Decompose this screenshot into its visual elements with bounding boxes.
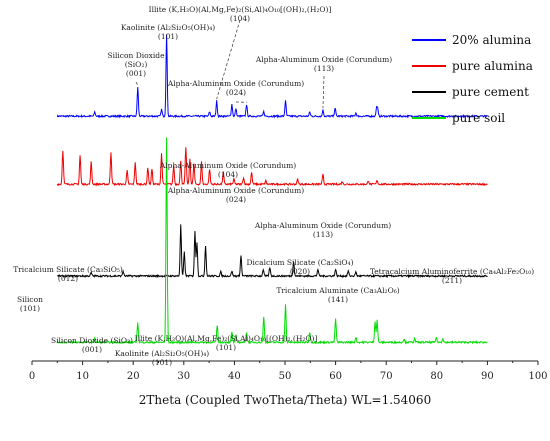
annotation-label: Alpha-Aluminum Oxide (Corundum) (113) [254, 221, 391, 239]
annotation-label: Kaolinite (Al₂Si₂O₅(OH)₄) (101) [121, 23, 215, 41]
x-tick-label: 20 [127, 371, 140, 382]
annotation-line: (101) [158, 32, 178, 41]
peak-annotation: Kaolinite (Al₂Si₂O₅(OH)₄) (101) [115, 349, 209, 367]
annotation-line: Tricalcium Silicate (Ca₃SiO₅) [13, 265, 123, 274]
x-tick-label: 0 [29, 371, 35, 382]
annotation-line: Silicon Dioxide (SiO₂) [51, 336, 133, 345]
annotation-line: (113) [313, 230, 333, 239]
peak-annotation: Dicalcium Silicate (Ca₂SiO₄) (020) [246, 258, 353, 276]
legend-label: 20% alumina [452, 33, 531, 47]
series-line-pure-alumina [56, 147, 488, 187]
annotation-label: Illite (K,H₃O)(Al,Mg,Fe)₂(Si,Al)₄O₁₀[(OH… [135, 334, 318, 352]
peak-annotation: Tricalcium Aluminate (Ca₃Al₂O₆) (141) [276, 286, 399, 304]
annotation-line: (101) [216, 343, 236, 352]
annotation-line: Alpha-Aluminum Oxide (Corundum) [159, 161, 296, 170]
peak-annotation: Alpha-Aluminum Oxide (Corundum) (024) [167, 79, 304, 103]
x-axis-ticks: 0 10 20 30 40 50 60 70 80 90 100 [29, 361, 548, 382]
annotation-line: Illite (K,H₃O)(Al,Mg,Fe)₂(Si,Al)₄O₁₀[(OH… [135, 334, 318, 343]
annotation-line: Tricalcium Aluminate (Ca₃Al₂O₆) [276, 286, 399, 295]
peak-annotation: Illite (K,H₃O)(Al,Mg,Fe)₂(Si,Al)₄O₁₀[(OH… [149, 5, 332, 99]
legend-item-20-alumina: 20% alumina [412, 33, 531, 47]
annotation-line: Illite (K,H₃O)(Al,Mg,Fe)₂(Si,Al)₄O₁₀[(OH… [149, 5, 332, 14]
series-line-pure-soil [57, 137, 488, 345]
annotation-line: Alpha-Aluminum Oxide (Corundum) [167, 79, 304, 88]
annotation-label: Alpha-Aluminum Oxide (Corundum) (024) [167, 79, 304, 97]
annotation-line: (104) [218, 170, 238, 179]
annotation-label: Alpha-Aluminum Oxide (Corundum) (024) [167, 186, 304, 204]
annotation-label: Silicon (101) [17, 295, 43, 313]
annotation-line: Silicon Dioxide [107, 51, 165, 60]
annotation-label: Tricalcium Aluminate (Ca₃Al₂O₆) (141) [276, 286, 399, 304]
annotation-label: Illite (K,H₃O)(Al,Mg,Fe)₂(Si,Al)₄O₁₀[(OH… [149, 5, 332, 23]
peak-annotation: Alpha-Aluminum Oxide (Corundum) (113) [255, 55, 392, 109]
annotation-line: (141) [328, 295, 348, 304]
annotation-line: (020) [290, 267, 310, 276]
x-tick-label: 90 [481, 371, 494, 382]
peak-annotation: Tetracalcium Aluminoferrite (Ca₄Al₂Fe₂O₁… [370, 267, 534, 285]
annotation-line: (024) [226, 195, 246, 204]
peak-annotation: Silicon Dioxide (SiO₂) (001) [107, 51, 165, 86]
annotation-line: (101) [20, 304, 40, 313]
annotation-line: (SiO₂) [125, 60, 148, 69]
annotation-line: (113) [314, 64, 334, 73]
peak-annotations: Illite (K,H₃O)(Al,Mg,Fe)₂(Si,Al)₄O₁₀[(OH… [13, 5, 534, 367]
x-axis-label: 2Theta (Coupled TwoTheta/Theta) WL=1.540… [139, 393, 431, 407]
peak-annotation: Alpha-Aluminum Oxide (Corundum) (024) [167, 186, 304, 204]
legend-label: pure soil [452, 111, 505, 125]
legend-item-pure-cement: pure cement [412, 85, 529, 99]
annotation-line: Kaolinite (Al₂Si₂O₅(OH)₄) [115, 349, 209, 358]
x-axis: 0 10 20 30 40 50 60 70 80 90 100 [29, 360, 548, 382]
annotation-line: (012) [58, 274, 78, 283]
annotation-line: (001) [126, 69, 146, 78]
x-tick-label: 10 [76, 371, 89, 382]
annotation-line: Dicalcium Silicate (Ca₂SiO₄) [246, 258, 353, 267]
legend-label: pure alumina [452, 59, 533, 73]
annotation-leader [216, 19, 241, 99]
annotation-label: Silicon Dioxide (SiO₂) (001) [51, 336, 133, 354]
x-tick-label: 80 [430, 371, 443, 382]
series-traces [56, 34, 488, 345]
annotation-label: Tricalcium Silicate (Ca₃SiO₅) (012) [13, 265, 123, 283]
peak-annotation: Silicon Dioxide (SiO₂) (001) [51, 336, 133, 354]
annotation-line: Kaolinite (Al₂Si₂O₅(OH)₄) [121, 23, 215, 32]
legend: 20% alumina pure alumina pure cement pure s… [412, 33, 533, 125]
annotation-label: Dicalcium Silicate (Ca₂SiO₄) (020) [246, 258, 353, 276]
x-tick-label: 70 [380, 371, 393, 382]
annotation-line: (211) [442, 276, 462, 285]
series-line-pure-cement [57, 224, 488, 279]
series-line-20-alumina [56, 34, 488, 119]
annotation-label: Kaolinite (Al₂Si₂O₅(OH)₄) (101) [115, 349, 209, 367]
annotation-line: Silicon [17, 295, 43, 304]
annotation-leader [135, 81, 139, 86]
annotation-line: (101) [152, 358, 172, 367]
x-tick-label: 100 [528, 371, 547, 382]
annotation-line: (024) [226, 88, 246, 97]
peak-annotation: Illite (K,H₃O)(Al,Mg,Fe)₂(Si,Al)₄O₁₀[(OH… [135, 334, 318, 352]
annotation-line: Alpha-Aluminum Oxide (Corundum) [254, 221, 391, 230]
peak-annotation: Tricalcium Silicate (Ca₃SiO₅) (012) [13, 265, 123, 283]
annotation-label: Alpha-Aluminum Oxide (Corundum) (113) [255, 55, 392, 73]
x-tick-label: 60 [329, 371, 342, 382]
annotation-line: (104) [230, 14, 250, 23]
annotation-line: Alpha-Aluminum Oxide (Corundum) [167, 186, 304, 195]
legend-item-pure-soil: pure soil [412, 111, 505, 125]
legend-item-pure-alumina: pure alumina [412, 59, 533, 73]
annotation-label: Tetracalcium Aluminoferrite (Ca₄Al₂Fe₂O₁… [370, 267, 534, 285]
annotation-label: Silicon Dioxide (SiO₂) (001) [107, 51, 165, 78]
peak-annotation: Silicon (101) [17, 295, 43, 313]
x-tick-label: 40 [228, 371, 241, 382]
annotation-line: Tetracalcium Aluminoferrite (Ca₄Al₂Fe₂O₁… [370, 267, 534, 276]
annotation-leader [322, 75, 325, 109]
x-tick-label: 30 [177, 371, 190, 382]
peak-annotation: Alpha-Aluminum Oxide (Corundum) (113) [254, 221, 391, 239]
peak-annotation: Alpha-Aluminum Oxide (Corundum) (104) [159, 161, 296, 179]
annotation-line: Alpha-Aluminum Oxide (Corundum) [255, 55, 392, 64]
annotation-line: (001) [82, 345, 102, 354]
annotation-label: Alpha-Aluminum Oxide (Corundum) (104) [159, 161, 296, 179]
peak-annotation: Kaolinite (Al₂Si₂O₅(OH)₄) (101) [121, 23, 215, 41]
legend-label: pure cement [452, 85, 529, 99]
x-tick-label: 50 [279, 371, 292, 382]
